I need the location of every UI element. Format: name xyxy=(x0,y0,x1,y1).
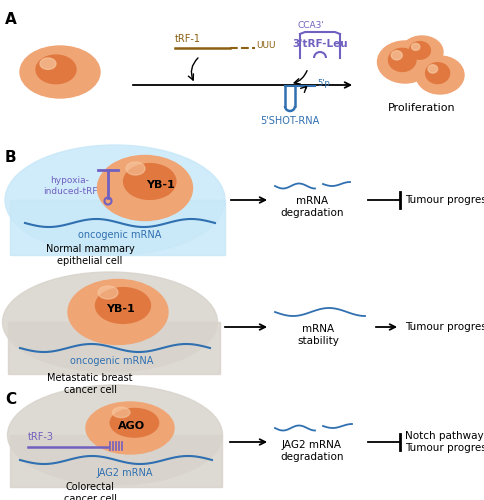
Text: Notch pathway
Tumour progression: Notch pathway Tumour progression xyxy=(405,431,484,453)
Text: Tumour progression: Tumour progression xyxy=(405,195,484,205)
Text: 5'p: 5'p xyxy=(317,80,330,88)
Text: tRF-1: tRF-1 xyxy=(175,34,201,44)
Text: oncogenic mRNA: oncogenic mRNA xyxy=(78,230,162,240)
Text: mRNA
degradation: mRNA degradation xyxy=(280,196,344,218)
Text: UUU: UUU xyxy=(256,40,275,50)
Text: Proliferation: Proliferation xyxy=(388,103,456,113)
Ellipse shape xyxy=(389,48,416,72)
Text: oncogenic mRNA: oncogenic mRNA xyxy=(70,356,154,366)
Ellipse shape xyxy=(411,44,420,51)
Text: 5'SHOT-RNA: 5'SHOT-RNA xyxy=(260,116,319,126)
Text: YB-1: YB-1 xyxy=(146,180,174,190)
Ellipse shape xyxy=(2,272,217,372)
Ellipse shape xyxy=(98,286,118,299)
Ellipse shape xyxy=(123,164,176,200)
Ellipse shape xyxy=(97,156,193,220)
Ellipse shape xyxy=(7,385,223,485)
Ellipse shape xyxy=(112,407,130,418)
Ellipse shape xyxy=(40,58,56,70)
Ellipse shape xyxy=(416,56,464,94)
Ellipse shape xyxy=(391,50,402,60)
Text: 3'tRF-Leu: 3'tRF-Leu xyxy=(292,39,348,49)
Ellipse shape xyxy=(401,36,443,68)
Text: Tumour progression: Tumour progression xyxy=(405,322,484,332)
Text: YB-1: YB-1 xyxy=(106,304,135,314)
Ellipse shape xyxy=(378,41,433,83)
Text: B: B xyxy=(5,150,16,165)
Bar xyxy=(10,435,222,487)
Text: JAG2 mRNA
degradation: JAG2 mRNA degradation xyxy=(280,440,344,462)
Ellipse shape xyxy=(86,402,174,454)
Text: A: A xyxy=(5,12,17,27)
Text: Normal mammary
epithelial cell: Normal mammary epithelial cell xyxy=(45,244,135,266)
Bar xyxy=(8,322,220,374)
Text: JAG2 mRNA: JAG2 mRNA xyxy=(97,468,153,478)
Text: C: C xyxy=(5,392,16,407)
Bar xyxy=(10,200,225,255)
Ellipse shape xyxy=(409,42,430,59)
Text: CCA3': CCA3' xyxy=(297,22,324,30)
Ellipse shape xyxy=(36,55,76,84)
Ellipse shape xyxy=(126,162,145,175)
Ellipse shape xyxy=(20,46,100,98)
Ellipse shape xyxy=(428,64,438,73)
Text: mRNA
stability: mRNA stability xyxy=(297,324,339,345)
Ellipse shape xyxy=(425,62,450,84)
Ellipse shape xyxy=(110,408,159,437)
Ellipse shape xyxy=(95,288,151,324)
Text: AGO: AGO xyxy=(119,421,146,431)
Ellipse shape xyxy=(5,145,225,255)
Text: Colorectal
cancer cell: Colorectal cancer cell xyxy=(63,482,117,500)
Text: tRF-3: tRF-3 xyxy=(28,432,54,442)
Text: hypoxia-
induced-tRF: hypoxia- induced-tRF xyxy=(43,176,97,196)
Text: Metastatic breast
cancer cell: Metastatic breast cancer cell xyxy=(47,373,133,394)
Ellipse shape xyxy=(68,280,168,344)
